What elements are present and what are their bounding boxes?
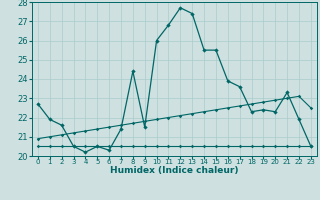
X-axis label: Humidex (Indice chaleur): Humidex (Indice chaleur)	[110, 166, 239, 175]
